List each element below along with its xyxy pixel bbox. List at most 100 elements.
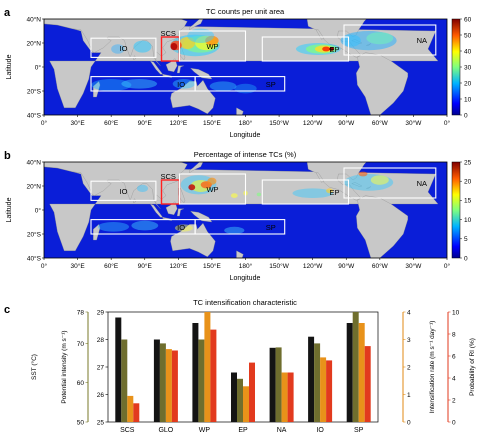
density-patch <box>174 224 193 232</box>
axis-tick-label: 60 <box>77 380 85 387</box>
category-label: SCS <box>120 427 135 434</box>
tc-density-field <box>91 28 397 94</box>
lat-tick-label: 40°S <box>27 111 42 119</box>
axis-tick-label: 78 <box>77 309 85 316</box>
colorbar-tick-label: 5 <box>464 236 468 243</box>
bar-scs-0 <box>115 317 122 422</box>
region-label: EP <box>329 45 339 54</box>
colorbar-tick-label: 10 <box>464 96 472 103</box>
axis-tick-label: 10 <box>452 309 460 316</box>
land-polygon <box>170 79 216 114</box>
bar-na-2 <box>281 372 288 422</box>
land-polygon <box>189 19 204 31</box>
lat-ticks: 40°N 20°N 0° 20°S 40°S <box>26 158 44 262</box>
lon-tick-label: 120°W <box>303 119 323 127</box>
lon-tick-label: 90°E <box>138 262 153 270</box>
category-label: SP <box>354 427 364 434</box>
density-patch <box>111 44 125 54</box>
axis-tick-label: 6 <box>452 353 456 360</box>
bar-sp-2 <box>358 323 365 422</box>
category-labels: SCS GLO WP EP NA IO SP <box>120 427 364 434</box>
land-polygon <box>236 250 244 258</box>
colorbar-tick-label: 10 <box>464 217 472 224</box>
panel-letter: a <box>4 7 11 19</box>
density-patch <box>224 226 245 234</box>
bar-io-3 <box>326 360 333 422</box>
lon-tick-label: 0° <box>444 119 451 127</box>
density-patch <box>121 79 158 89</box>
axis-tick-label: 1 <box>407 392 411 399</box>
region-boxes: IO SCS WP EP NA IO SP <box>90 167 437 235</box>
colorbar-tick-label: 20 <box>464 80 472 87</box>
map-title: Percentage of intense TCs (%) <box>194 150 297 159</box>
region-label: SCS <box>161 172 176 181</box>
region-box-ep <box>261 179 350 205</box>
axis-tick-label: 2 <box>452 397 456 404</box>
land-polygon <box>356 52 408 115</box>
bar-io-2 <box>320 357 327 422</box>
bar-scs-3 <box>133 403 140 422</box>
region-label: WP <box>206 42 218 51</box>
y-axis-label: Latitude <box>6 197 13 222</box>
bar-ep-0 <box>231 372 237 422</box>
lat-ticks: 40°N 20°N 0° 20°S 40°S <box>26 15 44 119</box>
bar-ep-3 <box>249 362 255 422</box>
bar-na-0 <box>269 347 276 422</box>
colorbar-tick-label: 20 <box>464 179 472 186</box>
colorbar-tick-label: 60 <box>464 16 472 23</box>
lon-tick-label: 120°E <box>169 262 187 270</box>
colorbar-tick-label: 50 <box>464 32 472 39</box>
lat-tick-label: 0° <box>35 206 42 214</box>
density-patch <box>366 32 394 45</box>
lon-ticks: 0° 30°E 60°E 90°E 120°E 150°E 180° 150°W 120°W 90… <box>41 258 451 270</box>
intense-tc-field <box>97 171 394 234</box>
land-polygon <box>93 81 101 98</box>
colorbar <box>451 18 461 116</box>
lon-tick-label: 60°E <box>104 262 119 270</box>
density-patch <box>97 222 130 232</box>
bar-scs-2 <box>127 395 134 422</box>
land-polygon <box>306 162 367 201</box>
region-box-sp <box>194 76 286 92</box>
colorbar-ticks: 0 10 20 30 40 50 60 <box>460 16 472 119</box>
axis-tick-label: 70 <box>77 341 85 348</box>
region-box-io <box>90 37 157 58</box>
axis-tick-label: 50 <box>77 419 85 426</box>
density-patch <box>256 192 262 197</box>
density-patch <box>230 193 238 199</box>
lon-tick-label: 180° <box>239 119 253 127</box>
lat-tick-label: 20°S <box>27 230 42 238</box>
land-polygon <box>351 182 363 187</box>
axis-tick-label: 2 <box>407 364 411 371</box>
bar-na-3 <box>287 372 294 422</box>
land-polygon <box>170 222 216 257</box>
density-patch <box>91 79 132 91</box>
panel-a: a TC counts per unit area IO SCS WP EP NA IO S… <box>4 7 472 139</box>
region-label: NA <box>417 36 427 45</box>
lon-tick-label: 120°W <box>303 262 323 270</box>
region-label: EP <box>329 188 339 197</box>
bar-glo-3 <box>171 350 178 422</box>
density-patch <box>292 188 333 198</box>
category-label: NA <box>277 427 287 434</box>
land-polygon <box>177 208 184 217</box>
bar-sp-3 <box>364 346 371 422</box>
lon-tick-label: 30°W <box>405 262 422 270</box>
lon-tick-label: 150°W <box>269 119 289 127</box>
density-patch <box>188 184 196 191</box>
axis-tick-label: 29 <box>97 309 105 316</box>
axis-tick-label: 27 <box>97 364 105 371</box>
lat-tick-label: 20°N <box>26 39 41 47</box>
region-box-na <box>343 24 437 56</box>
land-polygon <box>189 162 204 174</box>
density-patch <box>187 28 215 43</box>
category-label: IO <box>316 427 324 434</box>
land-polygon <box>177 65 184 74</box>
density-patch <box>133 40 152 53</box>
bar-sp-0 <box>346 323 353 422</box>
y-axis-label: Latitude <box>6 54 13 79</box>
land-polygon <box>165 58 178 72</box>
lon-tick-label: 30°E <box>70 119 85 127</box>
